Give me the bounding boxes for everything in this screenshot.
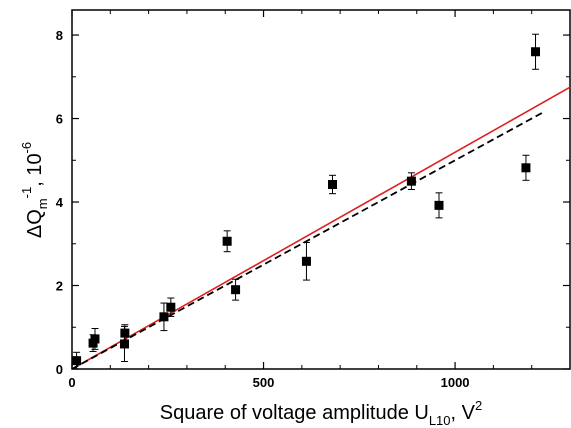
x-axis-label-suffix: , V [451, 402, 476, 424]
y-tick-label: 6 [56, 112, 63, 127]
x-tick-label: 0 [68, 375, 75, 390]
x-tick-label: 1000 [441, 375, 470, 390]
y-tick-label: 0 [56, 362, 63, 377]
data-point-marker [119, 339, 129, 349]
data-point-marker [406, 176, 416, 186]
y-axis-title: ΔQm-1, 10-6 [19, 142, 50, 238]
x-axis-label-superscript: 2 [475, 398, 482, 413]
fit-line-solid [71, 86, 571, 370]
y-tick-label: 2 [56, 279, 63, 294]
axis-ticks [71, 10, 570, 370]
data-point-marker [301, 256, 311, 266]
data-point-marker [531, 47, 541, 57]
data-points [72, 47, 541, 366]
error-bars [73, 33, 540, 370]
data-point-marker [166, 302, 176, 312]
data-point-marker [72, 356, 82, 366]
y-axis-label-subscript: m [35, 198, 50, 209]
plot-frame [71, 9, 571, 370]
data-point-marker [159, 312, 169, 322]
fit-line-dashed [71, 111, 544, 370]
y-axis-label-superscript: -1 [19, 187, 34, 199]
x-axis-title: Square of voltage amplitude UL10, V2 [160, 398, 482, 428]
fit-lines [71, 86, 571, 370]
y-tick-label: 8 [56, 28, 63, 43]
x-axis-label: Square of voltage amplitude U [160, 402, 429, 424]
x-axis-label-subscript: L10 [429, 413, 451, 428]
data-point-marker [90, 334, 100, 344]
data-point-marker [434, 200, 444, 210]
data-point-marker [120, 328, 130, 338]
tick-labels: 0 500 1000 0 2 4 6 8 [56, 28, 470, 390]
y-axis-label-suffix: , 10 [24, 153, 46, 186]
y-tick-label: 4 [56, 195, 64, 210]
y-axis-label: ΔQ [24, 209, 46, 238]
data-point-marker [327, 179, 337, 189]
data-point-marker [521, 163, 531, 173]
y-axis-label-suffix-superscript: -6 [19, 142, 34, 154]
data-point-marker [222, 236, 232, 246]
data-point-marker [231, 285, 241, 295]
x-tick-label: 500 [253, 375, 275, 390]
